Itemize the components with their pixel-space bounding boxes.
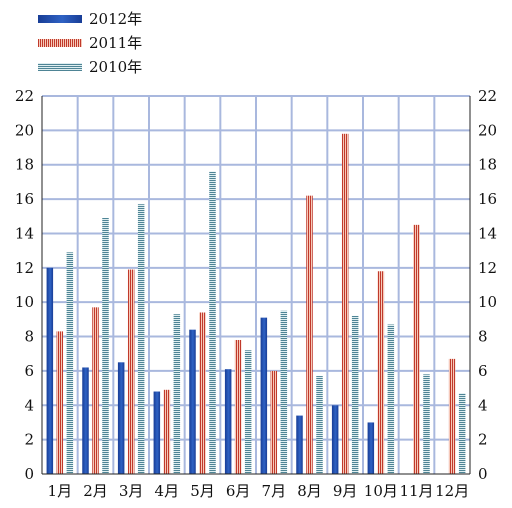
right-tick-label: 16 (478, 190, 497, 208)
right-tick-label: 14 (478, 224, 497, 242)
left-tick-label: 20 (15, 121, 34, 139)
bar-1-6 (270, 370, 278, 474)
right-tick-label: 10 (478, 293, 497, 311)
left-tick-label: 2 (24, 431, 34, 449)
legend-swatch-1 (38, 39, 82, 47)
left-tick-label: 22 (15, 87, 34, 105)
x-tick-label: 7月 (262, 482, 287, 500)
bar-0-5 (224, 369, 232, 474)
x-tick-label: 3月 (119, 482, 144, 500)
x-tick-label: 12月 (435, 482, 469, 500)
bar-0-4 (189, 329, 196, 474)
bar-2-7 (316, 376, 323, 474)
x-tick-label: 8月 (297, 482, 322, 500)
left-tick-label: 10 (15, 293, 34, 311)
bar-2-5 (244, 350, 252, 474)
bar-2-4 (209, 171, 216, 474)
bar-1-2 (127, 269, 135, 474)
bar-1-7 (306, 195, 313, 474)
bar-1-4 (199, 312, 206, 474)
bar-0-0 (46, 267, 54, 474)
left-tick-label: 14 (15, 224, 34, 242)
left-tick-label: 12 (15, 259, 34, 277)
bar-0-2 (117, 362, 125, 474)
bar-0-6 (260, 317, 268, 474)
bar-0-1 (82, 367, 89, 474)
bar-2-9 (387, 324, 395, 474)
right-tick-label: 4 (478, 396, 488, 414)
x-tick-label: 4月 (155, 482, 180, 500)
x-tick-label: 10月 (364, 482, 398, 500)
left-tick-label: 18 (15, 156, 34, 174)
x-tick-label: 1月 (48, 482, 73, 500)
legend-swatch-2 (38, 63, 82, 71)
legend-swatch-0 (38, 15, 82, 23)
bar-0-3 (153, 391, 161, 474)
bar-1-11 (448, 358, 456, 474)
left-tick-label: 4 (24, 396, 34, 414)
bar-1-10 (413, 224, 420, 474)
bar-1-9 (377, 271, 385, 474)
x-axis-ticks: 1月 2月 3月 4月 5月 6月 7月 8月 9月 10月 11月 12月 (48, 482, 470, 500)
x-tick-label: 2月 (83, 482, 108, 500)
bar-2-6 (280, 310, 288, 474)
bar-0-8 (331, 405, 339, 474)
left-tick-label: 8 (24, 328, 34, 346)
bar-2-8 (351, 315, 359, 474)
right-tick-label: 12 (478, 259, 497, 277)
right-tick-label: 8 (478, 328, 488, 346)
axes (41, 96, 471, 475)
right-tick-label: 18 (478, 156, 497, 174)
legend: 2012年 2011年 2010年 (38, 10, 142, 76)
bar-1-8 (341, 133, 349, 475)
right-tick-label: 0 (478, 465, 488, 483)
bar-0-7 (296, 415, 303, 474)
bar-2-3 (173, 314, 181, 474)
legend-label-0: 2012年 (89, 10, 142, 28)
left-tick-label: 6 (24, 362, 34, 380)
bars (46, 133, 466, 475)
left-tick-label: 0 (24, 465, 34, 483)
x-tick-label: 6月 (226, 482, 251, 500)
bar-2-2 (137, 204, 145, 474)
right-tick-label: 6 (478, 362, 488, 380)
right-y-axis-ticks: 0 2 4 6 8 10 12 14 16 18 20 22 (478, 87, 497, 483)
bar-1-0 (56, 331, 64, 474)
bar-1-1 (92, 307, 99, 474)
x-tick-label: 5月 (190, 482, 215, 500)
grid-lines (42, 95, 470, 474)
right-tick-label: 22 (478, 87, 497, 105)
bar-0-9 (367, 422, 375, 474)
bar-1-5 (234, 339, 242, 474)
bar-1-3 (163, 389, 171, 474)
bar-2-11 (458, 393, 466, 474)
left-tick-label: 16 (15, 190, 34, 208)
bar-2-1 (102, 217, 109, 474)
legend-label-2: 2010年 (89, 58, 142, 76)
right-tick-label: 20 (478, 121, 497, 139)
left-y-axis-ticks: 0 2 4 6 8 10 12 14 16 18 20 22 (15, 87, 34, 483)
x-tick-label: 9月 (333, 482, 358, 500)
legend-label-1: 2011年 (89, 34, 142, 52)
bar-2-0 (66, 252, 74, 474)
right-tick-label: 2 (478, 431, 488, 449)
bar-2-10 (423, 374, 430, 474)
x-tick-label: 11月 (399, 482, 433, 500)
